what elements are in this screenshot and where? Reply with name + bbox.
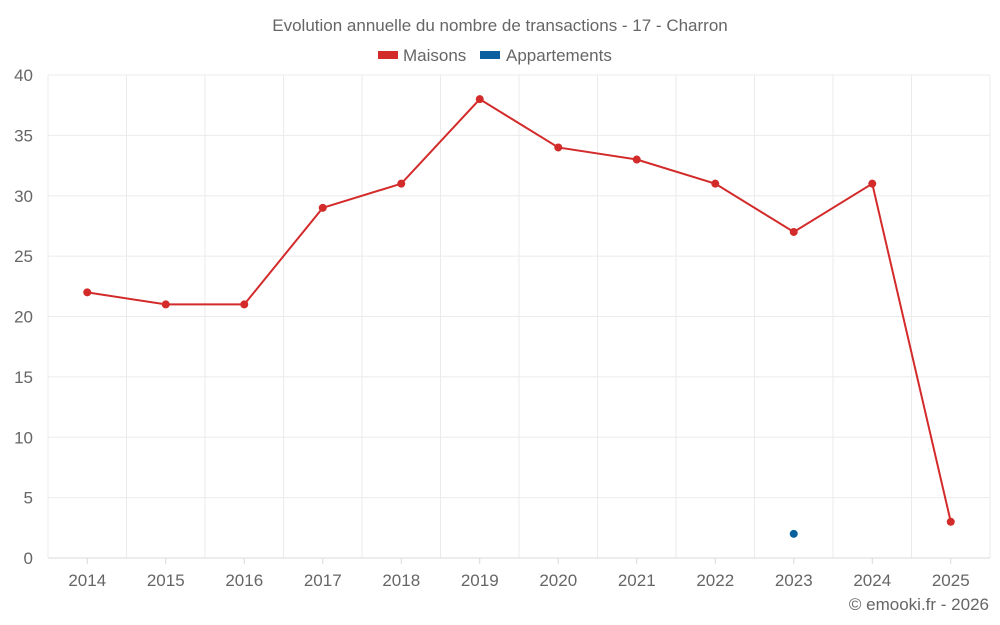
y-tick-label: 40: [14, 66, 33, 85]
x-tick-label: 2021: [618, 571, 656, 590]
legend-item-maisons[interactable]: Maisons: [378, 46, 466, 65]
y-tick-label: 30: [14, 187, 33, 206]
data-point-appartements-2023[interactable]: [789, 529, 798, 538]
x-tick-label: 2014: [68, 571, 106, 590]
y-tick-label: 5: [24, 489, 33, 508]
x-tick-label: 2022: [696, 571, 734, 590]
x-tick-label: 2015: [147, 571, 185, 590]
data-point-maisons-2021[interactable]: [632, 155, 641, 164]
data-point-maisons-2017[interactable]: [318, 203, 327, 212]
data-point-maisons-2022[interactable]: [711, 179, 720, 188]
legend-label-appartements: Appartements: [506, 46, 612, 65]
y-tick-label: 0: [24, 549, 33, 568]
y-tick-label: 15: [14, 368, 33, 387]
data-point-maisons-2018[interactable]: [397, 179, 406, 188]
credit-text: © emooki.fr - 2026: [849, 595, 989, 614]
series-line-maisons: [87, 97, 952, 523]
x-tick-label: 2016: [225, 571, 263, 590]
y-tick-label: 10: [14, 428, 33, 447]
data-point-maisons-2020[interactable]: [554, 143, 563, 152]
legend-item-appartements[interactable]: Appartements: [480, 46, 612, 65]
legend: Maisons Appartements: [378, 46, 612, 65]
y-tick-label: 25: [14, 247, 33, 266]
legend-swatch-appartements: [480, 51, 500, 59]
data-point-maisons-2025[interactable]: [946, 517, 955, 526]
grid: [47, 74, 991, 559]
data-point-maisons-2015[interactable]: [161, 300, 170, 309]
x-tick-label: 2020: [539, 571, 577, 590]
data-point-maisons-2024[interactable]: [868, 179, 877, 188]
data-point-maisons-2014[interactable]: [83, 288, 92, 297]
data-point-maisons-2019[interactable]: [475, 95, 484, 104]
x-tick-label: 2025: [932, 571, 970, 590]
legend-label-maisons: Maisons: [403, 46, 466, 65]
chart-title: Evolution annuelle du nombre de transact…: [272, 16, 728, 35]
legend-swatch-maisons: [378, 51, 398, 59]
data-point-maisons-2016[interactable]: [240, 300, 249, 309]
x-tick-label: 2024: [853, 571, 891, 590]
x-tick-label: 2017: [304, 571, 342, 590]
data-point-maisons-2023[interactable]: [789, 227, 798, 236]
y-axis-ticks: 0 5 10 15 20 25 30 35 40: [14, 66, 33, 568]
x-tick-label: 2018: [382, 571, 420, 590]
y-tick-label: 35: [14, 126, 33, 145]
y-tick-label: 20: [14, 308, 33, 327]
series-layer: [83, 95, 955, 538]
x-tick-label: 2019: [461, 571, 499, 590]
x-axis-ticks: 2014 2015 2016 2017 2018 2019 2020 2021 2022 2023…: [68, 558, 970, 590]
x-tick-label: 2023: [775, 571, 813, 590]
